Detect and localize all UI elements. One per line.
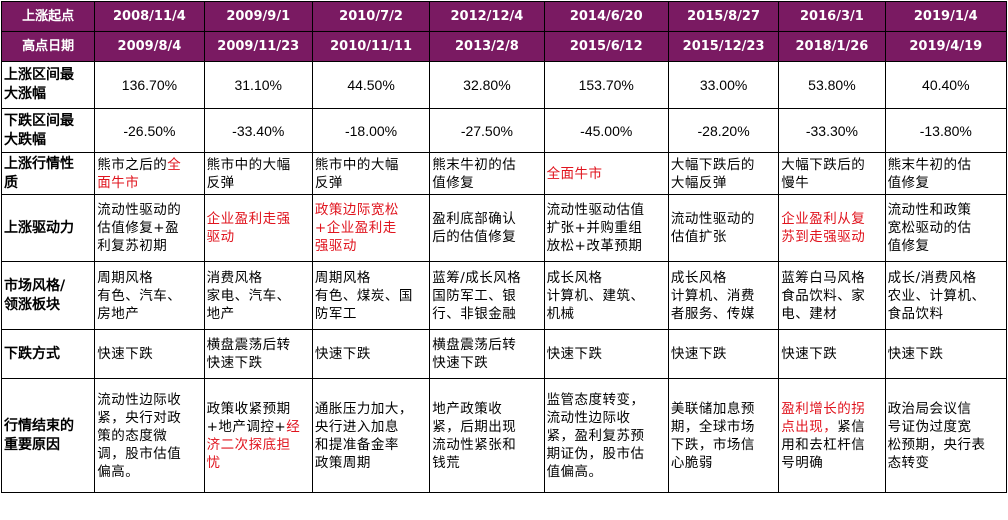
start-date: 2015/8/27: [667, 1, 780, 32]
peak-date: 2009/8/4: [94, 31, 205, 62]
decline-cell: 快速下跌: [543, 329, 669, 379]
decline-cell: 快速下跌: [667, 329, 780, 379]
driver-cell: 政策边际宽松 +企业盈利走 强驱动: [311, 194, 431, 262]
decline-cell: 快速下跌: [94, 329, 205, 379]
style-cell: 周期风格 有色、汽车、 房地产: [94, 261, 205, 330]
start-date-row: 上涨起点 2008/11/4 2009/9/1 2010/7/2 2012/12…: [0, 1, 1008, 32]
style-row: 市场风格/ 领涨板块 周期风格 有色、汽车、 房地产 消费风格 家电、汽车、 地…: [0, 261, 1008, 330]
end-reason-cell: 政策收紧预期 +地产调控+经 济二次探底担 忧: [203, 378, 313, 493]
max-drop-value: -33.30%: [778, 108, 886, 153]
max-gain-value: 40.40%: [884, 61, 1008, 109]
decline-row: 下跌方式 快速下跌 横盘震荡后转 快速下跌 快速下跌 横盘震荡后转 快速下跌 快…: [0, 329, 1008, 379]
end-reason-cell: 流动性边际收 紧，央行对政 策的态度微 调，股市估值 偏高。: [94, 378, 205, 493]
max-gain-value: 31.10%: [203, 61, 313, 109]
peak-date-row: 高点日期 2009/8/4 2009/11/23 2010/11/11 2013…: [0, 31, 1008, 62]
max-drop-value: -45.00%: [543, 108, 669, 153]
nature-row: 上涨行情性 质 熊市之后的全 面牛市 熊市中的大幅 反弹 熊市中的大幅 反弹 熊…: [0, 152, 1008, 195]
start-date: 2010/7/2: [311, 1, 431, 32]
decline-cell: 横盘震荡后转 快速下跌: [203, 329, 313, 379]
start-date: 2008/11/4: [94, 1, 205, 32]
start-date: 2019/1/4: [884, 1, 1008, 32]
style-cell: 蓝筹白马风格 食品饮料、家 电、建材: [778, 261, 886, 330]
end-reason-row: 行情结束的 重要原因 流动性边际收 紧，央行对政 策的态度微 调，股市估值 偏高…: [0, 378, 1008, 493]
driver-cell: 流动性驱动估值 扩张+并购重组 放松+改革预期: [543, 194, 669, 262]
start-date: 2016/3/1: [778, 1, 886, 32]
start-date: 2014/6/20: [543, 1, 669, 32]
nature-cell: 熊末牛初的估 值修复: [429, 152, 545, 195]
peak-date: 2019/4/19: [884, 31, 1008, 62]
peak-date: 2009/11/23: [203, 31, 313, 62]
max-drop-value: -28.20%: [667, 108, 780, 153]
peak-date: 2010/11/11: [311, 31, 431, 62]
row-label: 上涨区间最 大涨幅: [0, 61, 96, 109]
style-cell: 成长/消费风格 农业、计算机、 食品饮料: [884, 261, 1008, 330]
max-drop-row: 下跌区间最 大跌幅 -26.50% -33.40% -18.00% -27.50…: [0, 108, 1008, 153]
row-label: 上涨驱动力: [0, 194, 96, 262]
row-label: 下跌区间最 大跌幅: [0, 108, 96, 153]
start-date-label: 上涨起点: [0, 1, 96, 32]
driver-cell: 流动性和政策 宽松驱动的估 值修复: [884, 194, 1008, 262]
nature-cell: 大幅下跌后的 慢牛: [778, 152, 886, 195]
max-drop-value: -27.50%: [429, 108, 545, 153]
decline-cell: 快速下跌: [311, 329, 431, 379]
end-reason-cell: 地产政策收 紧，后期出现 流动性紧张和 钱荒: [429, 378, 545, 493]
decline-cell: 横盘震荡后转 快速下跌: [429, 329, 545, 379]
nature-cell: 熊市中的大幅 反弹: [203, 152, 313, 195]
decline-cell: 快速下跌: [778, 329, 886, 379]
max-gain-row: 上涨区间最 大涨幅 136.70% 31.10% 44.50% 32.80% 1…: [0, 61, 1008, 109]
max-gain-value: 153.70%: [543, 61, 669, 109]
end-reason-cell: 盈利增长的拐 点出现，紧信 用和去杠杆信 号明确: [778, 378, 886, 493]
style-cell: 成长风格 计算机、建筑、 机械: [543, 261, 669, 330]
market-cycle-table: 上涨起点 2008/11/4 2009/9/1 2010/7/2 2012/12…: [0, 1, 1008, 493]
end-reason-cell: 美联储加息预 期，全球市场 下跌，市场信 心脆弱: [667, 378, 780, 493]
decline-cell: 快速下跌: [884, 329, 1008, 379]
max-gain-value: 44.50%: [311, 61, 431, 109]
nature-cell: 大幅下跌后的 大幅反弹: [667, 152, 780, 195]
driver-cell: 企业盈利从复 苏到走强驱动: [778, 194, 886, 262]
peak-date-label: 高点日期: [0, 31, 96, 62]
max-gain-value: 136.70%: [94, 61, 205, 109]
end-reason-cell: 政治局会议信 号证伪过度宽 松预期，央行表 态转变: [884, 378, 1008, 493]
driver-row: 上涨驱动力 流动性驱动的 估值修复+盈 利复苏初期 企业盈利走强 驱动 政策边际…: [0, 194, 1008, 262]
row-label: 行情结束的 重要原因: [0, 378, 96, 493]
max-gain-value: 53.80%: [778, 61, 886, 109]
max-gain-value: 33.00%: [667, 61, 780, 109]
nature-cell: 全面牛市: [543, 152, 669, 195]
max-drop-value: -26.50%: [94, 108, 205, 153]
driver-cell: 企业盈利走强 驱动: [203, 194, 313, 262]
peak-date: 2013/2/8: [429, 31, 545, 62]
start-date: 2012/12/4: [429, 1, 545, 32]
max-gain-value: 32.80%: [429, 61, 545, 109]
style-cell: 消费风格 家电、汽车、 地产: [203, 261, 313, 330]
row-label: 市场风格/ 领涨板块: [0, 261, 96, 330]
style-cell: 周期风格 有色、煤炭、国 防军工: [311, 261, 431, 330]
peak-date: 2018/1/26: [778, 31, 886, 62]
peak-date: 2015/6/12: [543, 31, 669, 62]
nature-cell: 熊市中的大幅 反弹: [311, 152, 431, 195]
driver-cell: 盈利底部确认 后的估值修复: [429, 194, 545, 262]
max-drop-value: -13.80%: [884, 108, 1008, 153]
nature-cell: 熊市之后的全 面牛市: [94, 152, 205, 195]
row-label: 上涨行情性 质: [0, 152, 96, 195]
style-cell: 蓝筹/成长风格 国防军工、银 行、非银金融: [429, 261, 545, 330]
driver-cell: 流动性驱动的 估值修复+盈 利复苏初期: [94, 194, 205, 262]
max-drop-value: -18.00%: [311, 108, 431, 153]
max-drop-value: -33.40%: [203, 108, 313, 153]
peak-date: 2015/12/23: [667, 31, 780, 62]
row-label: 下跌方式: [0, 329, 96, 379]
nature-cell: 熊末牛初的估 值修复: [884, 152, 1008, 195]
end-reason-cell: 通胀压力加大， 央行进入加息 和提准备金率 政策周期: [311, 378, 431, 493]
driver-cell: 流动性驱动的 估值扩张: [667, 194, 780, 262]
end-reason-cell: 监管态度转变， 流动性边际收 紧，盈利复苏预 期证伪，股市估 值偏高。: [543, 378, 669, 493]
style-cell: 成长风格 计算机、消费 者服务、传媒: [667, 261, 780, 330]
start-date: 2009/9/1: [203, 1, 313, 32]
